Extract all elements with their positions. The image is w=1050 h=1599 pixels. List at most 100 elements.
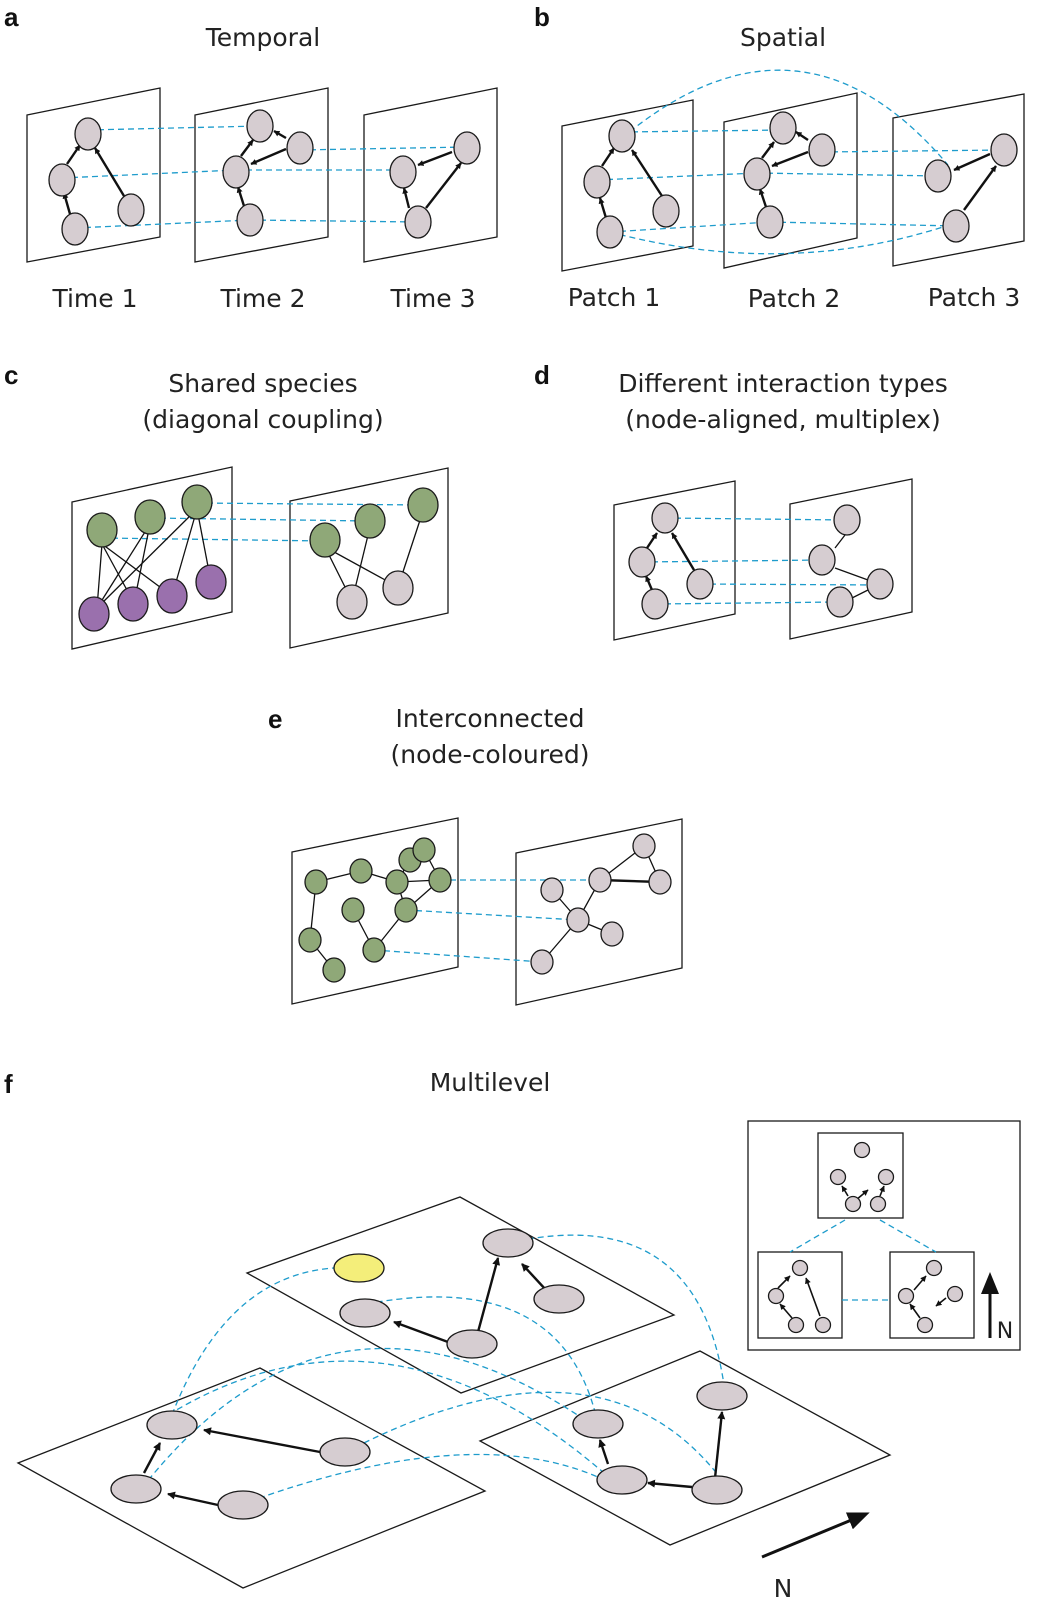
node-resource xyxy=(181,484,213,520)
panel-letter: e xyxy=(268,704,282,734)
panel-letter: d xyxy=(534,360,550,390)
node xyxy=(566,907,590,933)
north-direction-arrow xyxy=(761,1512,870,1559)
node xyxy=(596,215,624,249)
node xyxy=(833,504,861,536)
panel-e: e Interconnected (node-coloured) xyxy=(268,704,683,1006)
node-resource xyxy=(134,499,166,535)
node xyxy=(530,949,554,975)
node xyxy=(691,1475,743,1505)
node-resource xyxy=(322,957,346,983)
interaction-arrow xyxy=(393,1320,449,1344)
node-resource xyxy=(341,897,365,923)
interaction-arrow xyxy=(476,1257,501,1333)
node xyxy=(756,205,784,239)
node xyxy=(286,131,314,165)
node-resource xyxy=(349,858,373,884)
node xyxy=(48,163,76,197)
node-resource xyxy=(309,522,341,558)
node xyxy=(482,1228,534,1258)
nodes xyxy=(583,111,1018,249)
node xyxy=(853,1141,871,1159)
panel-letter: f xyxy=(4,1069,13,1099)
node-resource xyxy=(362,937,386,963)
interaction-edges xyxy=(62,129,462,215)
panel-d: d Different interaction types (node-alig… xyxy=(534,360,948,641)
nodes xyxy=(628,502,894,620)
node xyxy=(222,155,250,189)
coupling-edges xyxy=(101,502,424,542)
node-resource xyxy=(86,512,118,548)
node xyxy=(743,157,771,191)
layer-label: Patch 2 xyxy=(748,284,841,313)
node xyxy=(791,1259,809,1277)
node-consumer xyxy=(78,596,110,632)
inset-hierarchy: N xyxy=(747,1120,1021,1351)
node xyxy=(382,570,414,606)
node xyxy=(844,1195,862,1213)
panel-letter: c xyxy=(4,360,18,390)
node xyxy=(339,1298,391,1328)
panel-title: Shared species xyxy=(168,369,357,398)
nodes xyxy=(78,484,439,632)
node xyxy=(826,586,854,618)
layer-time-1 xyxy=(26,87,161,263)
layer-time-3 xyxy=(363,87,498,263)
node xyxy=(146,1410,198,1440)
node xyxy=(540,877,564,903)
coupling-edges xyxy=(641,517,881,605)
node xyxy=(117,193,145,227)
panel-a: a Temporal xyxy=(4,2,498,313)
inset-north-label: N xyxy=(997,1319,1013,1344)
interaction-edges xyxy=(598,131,997,219)
layer-patch-3 xyxy=(892,93,1025,267)
node-consumer xyxy=(117,586,149,622)
node xyxy=(628,546,656,578)
layer-right xyxy=(789,478,913,640)
node-resource xyxy=(304,869,328,895)
node xyxy=(925,1259,943,1277)
coupling-edges xyxy=(141,1234,726,1506)
node xyxy=(533,1284,585,1314)
node xyxy=(808,133,836,167)
layer-label: Time 1 xyxy=(51,284,137,313)
node xyxy=(596,1465,648,1495)
panel-subtitle: (node-aligned, multiplex) xyxy=(625,405,940,434)
node xyxy=(319,1437,371,1467)
interaction-arrow xyxy=(521,1263,547,1291)
panel-title: Multilevel xyxy=(430,1068,551,1097)
interaction-arrow xyxy=(142,1442,162,1474)
panel-subtitle: (diagonal coupling) xyxy=(142,405,383,434)
panel-title: Temporal xyxy=(205,23,320,52)
node xyxy=(769,111,797,145)
panel-letter: b xyxy=(534,2,550,32)
node-resource xyxy=(394,897,418,923)
panel-title: Interconnected xyxy=(395,704,584,733)
node-resource xyxy=(428,867,452,893)
interaction-arrow xyxy=(167,1491,219,1507)
node xyxy=(814,1316,832,1334)
node xyxy=(588,867,612,893)
node xyxy=(877,1168,895,1186)
panel-f: f Multilevel xyxy=(4,1068,1021,1599)
node xyxy=(217,1490,269,1520)
node xyxy=(583,165,611,199)
node xyxy=(990,133,1018,167)
node-consumer xyxy=(195,564,227,600)
layer-label: Time 3 xyxy=(389,284,475,313)
node-consumer xyxy=(156,578,188,614)
node-resource xyxy=(407,487,439,523)
node xyxy=(767,1287,785,1305)
coupling-edges xyxy=(61,125,468,229)
node-resource xyxy=(412,837,436,863)
layer-label: Patch 1 xyxy=(568,283,661,312)
panel-subtitle: (node-coloured) xyxy=(390,740,589,769)
layer-top xyxy=(245,1196,676,1394)
layer-time-2 xyxy=(194,87,329,263)
interaction-arrow xyxy=(598,1439,610,1465)
nodes xyxy=(298,833,672,983)
node xyxy=(808,544,836,576)
panel-title: Spatial xyxy=(740,23,826,52)
node xyxy=(924,159,952,193)
nodes xyxy=(110,1228,748,1520)
